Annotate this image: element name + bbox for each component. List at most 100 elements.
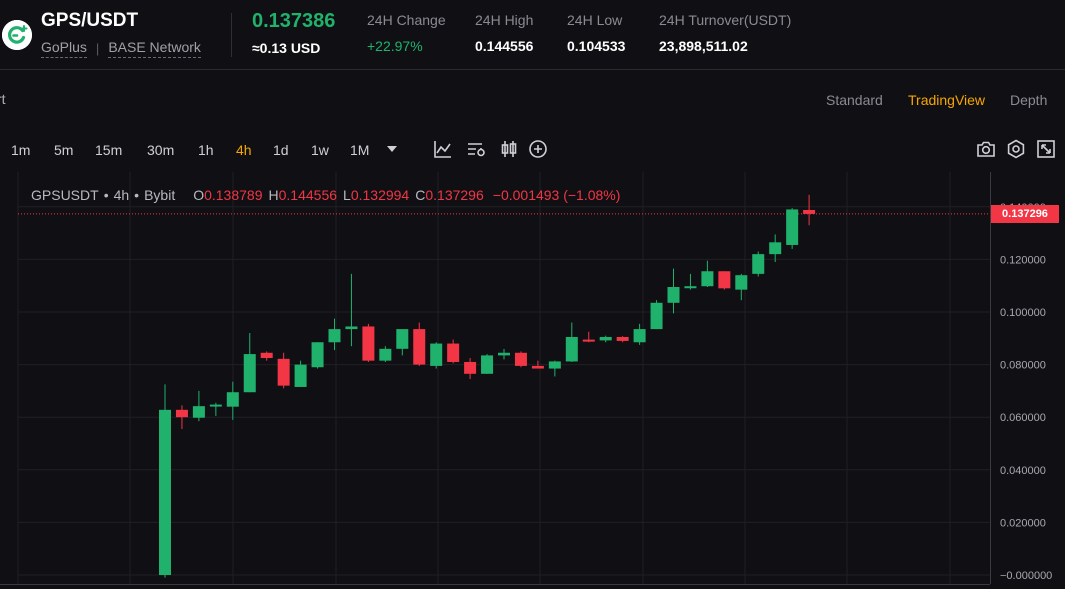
project-tag[interactable]: GoPlus [41,39,87,58]
chart-settings-icon[interactable] [465,138,487,160]
chevron-down-icon[interactable] [381,138,403,160]
legend-open-label: O [193,187,205,203]
candle-body [548,361,561,369]
candle-body [345,326,358,330]
camera-icon[interactable] [975,138,997,160]
y-axis-tick-label: 0.060000 [1000,412,1046,424]
candle-body [159,409,171,575]
timeframe-30m[interactable]: 30m [147,142,175,158]
timeframe-1w[interactable]: 1w [311,142,329,158]
candle-body [447,343,460,362]
candle-body [294,364,307,387]
candle-body [430,343,443,366]
candle-body [769,242,782,255]
chart-canvas[interactable]: 0.1400000.1200000.1000000.0800000.060000… [0,172,1065,589]
add-icon[interactable] [527,138,549,160]
candle-body [735,275,748,290]
y-axis-tick-label: 0.020000 [1000,517,1046,529]
legend-low-label: L [343,187,351,203]
candle-body [277,358,290,386]
candle-body [311,342,324,368]
chart-view-tabs: rt Standard TradingView Depth [0,71,1065,127]
stat-24h-change: 24H Change +22.97% [367,12,446,54]
stat-value: 0.104533 [567,38,626,54]
ohlc-legend: GPSUSDT • 4h • Bybit O 0.138789 H 0.1445… [31,187,620,203]
legend-close: 0.137296 [425,187,484,203]
candlestick-chart[interactable]: 0.1400000.1200000.1000000.0800000.060000… [0,172,1065,589]
legend-dot: • [134,187,140,203]
last-price-usd: ≈0.13 USD [252,40,321,56]
timeframe-4h[interactable]: 4h [236,142,252,158]
stat-24h-high: 24H High 0.144556 [475,12,533,54]
legend-interval: 4h [113,187,130,203]
candle-body [481,355,494,374]
candle-body [633,329,646,343]
indicators-icon[interactable] [432,138,454,160]
y-axis-tick-label: 0.080000 [1000,360,1046,372]
candle-body [701,271,714,287]
candle-body [226,392,239,407]
timeframe-1m[interactable]: 1m [11,142,31,158]
candle-body [803,209,816,214]
candle-body [379,348,392,361]
timeframe-1d[interactable]: 1d [273,142,289,158]
y-axis-tick-label: 0.120000 [1000,254,1046,266]
tab-depth[interactable]: Depth [1010,92,1048,108]
candle-body [786,209,799,245]
trading-pair-title[interactable]: GPS/USDT [41,10,139,31]
network-tag[interactable]: BASE Network [108,39,201,58]
stat-value: 23,898,511.02 [659,38,748,54]
candle-body [362,326,375,361]
candle-body [192,406,205,418]
candle-body [498,352,510,356]
market-header: GPS/USDT GoPlus | BASE Network 0.137386 … [0,0,1065,70]
fullscreen-icon[interactable] [1035,138,1057,160]
candle-body [650,302,663,330]
candle-body [531,365,544,369]
stat-value: 0.144556 [475,38,534,54]
legend-high-label: H [268,187,279,203]
legend-symbol: GPSUSDT [31,187,99,203]
tab-standard[interactable]: Standard [826,92,883,108]
stat-value: +22.97% [367,38,423,54]
candle-body [464,361,477,374]
tag-separator: | [95,41,100,56]
legend-open: 0.138789 [204,187,263,203]
stat-label: 24H High [475,12,534,28]
candle-body [667,287,680,303]
candle-body [260,352,273,359]
candle-body [413,329,426,365]
candle-body [209,404,222,407]
legend-exchange: Bybit [144,187,176,203]
timeframe-1h[interactable]: 1h [198,142,214,158]
settings-icon[interactable] [1005,138,1027,160]
timeframe-1M[interactable]: 1M [350,142,370,158]
y-axis-tick-label: 0.040000 [1000,465,1046,477]
candle-body [752,254,765,274]
candle-body [718,271,731,289]
stat-label: 24H Change [367,12,446,28]
current-price-tag: 0.137296 [991,204,1059,223]
timeframe-15m[interactable]: 15m [95,142,123,158]
legend-dot: • [103,187,109,203]
candle-body [243,354,256,393]
tab-tradingview[interactable]: TradingView [908,92,986,108]
legend-close-label: C [415,187,426,203]
last-price: 0.137386 [252,10,336,32]
candle-type-icon[interactable] [498,138,520,160]
legend-high: 0.144556 [278,187,338,203]
candle-body [328,329,341,343]
legend-low: 0.132994 [350,187,410,203]
pair-tags: GoPlus | BASE Network [41,39,201,58]
candle-body [616,336,629,341]
legend-change: −0.001493 (−1.08%) [492,187,621,203]
candle-body [582,339,595,342]
chart-tab-cut-label[interactable]: rt [0,91,6,107]
candle-body [599,336,612,341]
timeframe-5m[interactable]: 5m [54,142,74,158]
candle-body [175,409,188,418]
candle-body [514,352,527,366]
chart-toolbar: 1m 5m 15m 30m 1h 4h 1d 1w 1M [0,128,1065,170]
stat-24h-low: 24H Low 0.104533 [567,12,625,54]
stat-label: 24H Low [567,12,623,28]
